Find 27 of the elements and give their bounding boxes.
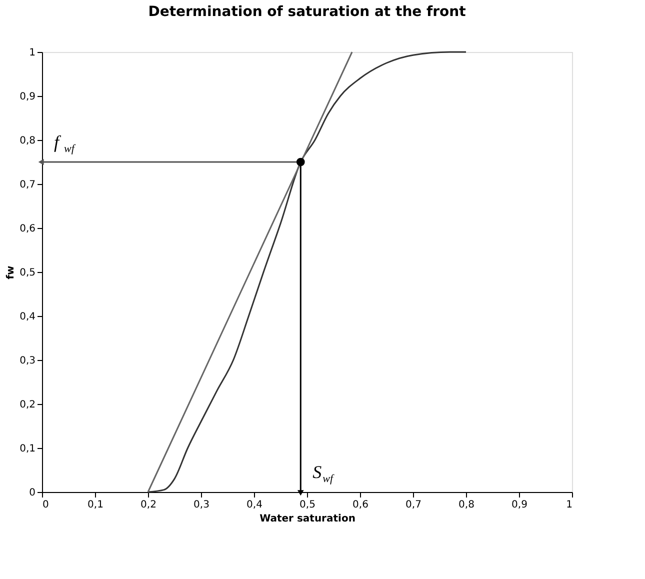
x-tick-label: 0,2 <box>140 500 156 510</box>
y-tick-label: 0,8 <box>20 136 36 146</box>
chart-title: Determination of saturation at the front <box>148 4 466 20</box>
y-tick-label: 1 <box>29 48 36 58</box>
x-tick-label: 1 <box>566 500 572 510</box>
x-tick-label: 0,4 <box>246 500 262 510</box>
y-tick-label: 0,3 <box>20 356 36 366</box>
x-tick-label: 0,7 <box>406 500 422 510</box>
annotation: fwf <box>54 132 76 155</box>
x-tick-label: 0 <box>42 500 49 510</box>
x-tick-label: 0,8 <box>458 500 474 510</box>
line-series <box>147 51 467 493</box>
x-tick-label: 0,9 <box>512 500 528 510</box>
x-tick-label: 0,3 <box>194 500 210 510</box>
y-tick-label: 0,7 <box>20 180 36 190</box>
y-axis-title: fw <box>6 266 17 280</box>
y-tick-label: 0 <box>29 488 36 498</box>
y-tick-label: 0,1 <box>20 444 36 454</box>
y-tick-label: 0,5 <box>20 268 36 278</box>
x-tick-label: 0,5 <box>300 500 316 510</box>
y-tick-label: 0,9 <box>20 92 36 102</box>
y-tick-label: 0,4 <box>20 312 36 322</box>
y-tick-label: 0,2 <box>20 400 36 410</box>
x-tick-label: 0,1 <box>88 500 104 510</box>
x-axis-title: Water saturation <box>260 514 356 524</box>
x-tick-label: 0,6 <box>352 500 368 510</box>
y-tick-label: 0,6 <box>20 224 36 234</box>
